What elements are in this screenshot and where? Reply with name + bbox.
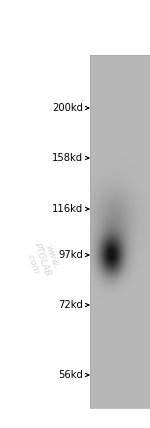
Text: 158kd: 158kd: [52, 153, 83, 163]
Text: www.
PTGLAB
.com: www. PTGLAB .com: [22, 238, 62, 282]
Text: 97kd: 97kd: [58, 250, 83, 260]
Bar: [90, 55, 150, 408]
Text: 200kd: 200kd: [52, 103, 83, 113]
Text: 72kd: 72kd: [58, 300, 83, 310]
Text: 56kd: 56kd: [58, 370, 83, 380]
Text: 116kd: 116kd: [52, 204, 83, 214]
